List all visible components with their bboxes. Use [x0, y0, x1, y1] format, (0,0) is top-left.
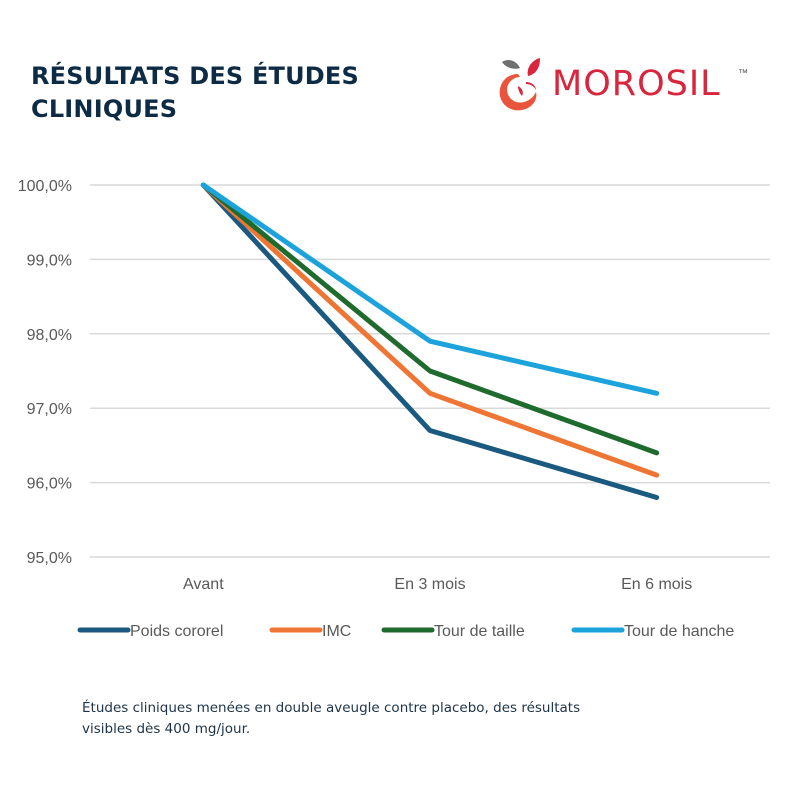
- legend-label: Poids cororel: [130, 623, 223, 640]
- footnote-line-2: visibles dès 400 mg/jour.: [82, 721, 251, 737]
- legend-label: Tour de hanche: [624, 623, 734, 640]
- y-tick-label: 95,0%: [27, 550, 72, 567]
- x-tick-label: En 3 mois: [394, 576, 465, 593]
- y-tick-label: 98,0%: [27, 327, 72, 344]
- series-line-tour-de-hanche: [200, 182, 660, 396]
- x-tick-label: Avant: [183, 576, 224, 593]
- series-line-tour-de-taille: [200, 182, 660, 456]
- y-axis-ticks: 100,0% 99,0% 98,0% 97,0% 96,0% 95,0%: [18, 178, 72, 567]
- x-axis-ticks: Avant En 3 mois En 6 mois: [183, 576, 692, 593]
- trademark-symbol: ™: [738, 68, 748, 79]
- title-line-2: CLINIQUES: [31, 95, 178, 123]
- page-title: RÉSULTATS DES ÉTUDES CLINIQUES: [31, 60, 431, 126]
- fruit-icon: [499, 58, 540, 111]
- gridlines: [90, 184, 770, 558]
- legend-item: Poids cororel: [77, 623, 223, 640]
- legend-item: IMC: [269, 623, 351, 640]
- brand-name: MOROSIL: [552, 64, 721, 104]
- legend-label: Tour de taille: [434, 623, 525, 640]
- legend-item: Tour de taille: [381, 623, 525, 640]
- series-line-imc: [200, 182, 660, 478]
- footnote: Études cliniques menées en double aveugl…: [82, 698, 682, 740]
- footnote-line-1: Études cliniques menées en double aveugl…: [82, 700, 581, 716]
- legend-label: IMC: [322, 623, 351, 640]
- brand-logo: MOROSIL ™: [496, 56, 766, 112]
- x-tick-label: En 6 mois: [621, 576, 692, 593]
- y-tick-label: 96,0%: [27, 476, 72, 493]
- legend-item: Tour de hanche: [571, 623, 734, 640]
- series-lines: [200, 182, 660, 500]
- legend: Poids cororel IMC Tour de taille Tour de ha…: [77, 623, 734, 640]
- y-tick-label: 97,0%: [27, 401, 72, 418]
- y-tick-label: 99,0%: [27, 252, 72, 269]
- y-tick-label: 100,0%: [18, 178, 72, 195]
- series-line-poids-cororel: [200, 182, 660, 500]
- line-chart: 100,0% 99,0% 98,0% 97,0% 96,0% 95,0% Avant En …: [18, 178, 770, 640]
- title-line-1: RÉSULTATS DES ÉTUDES: [31, 62, 360, 90]
